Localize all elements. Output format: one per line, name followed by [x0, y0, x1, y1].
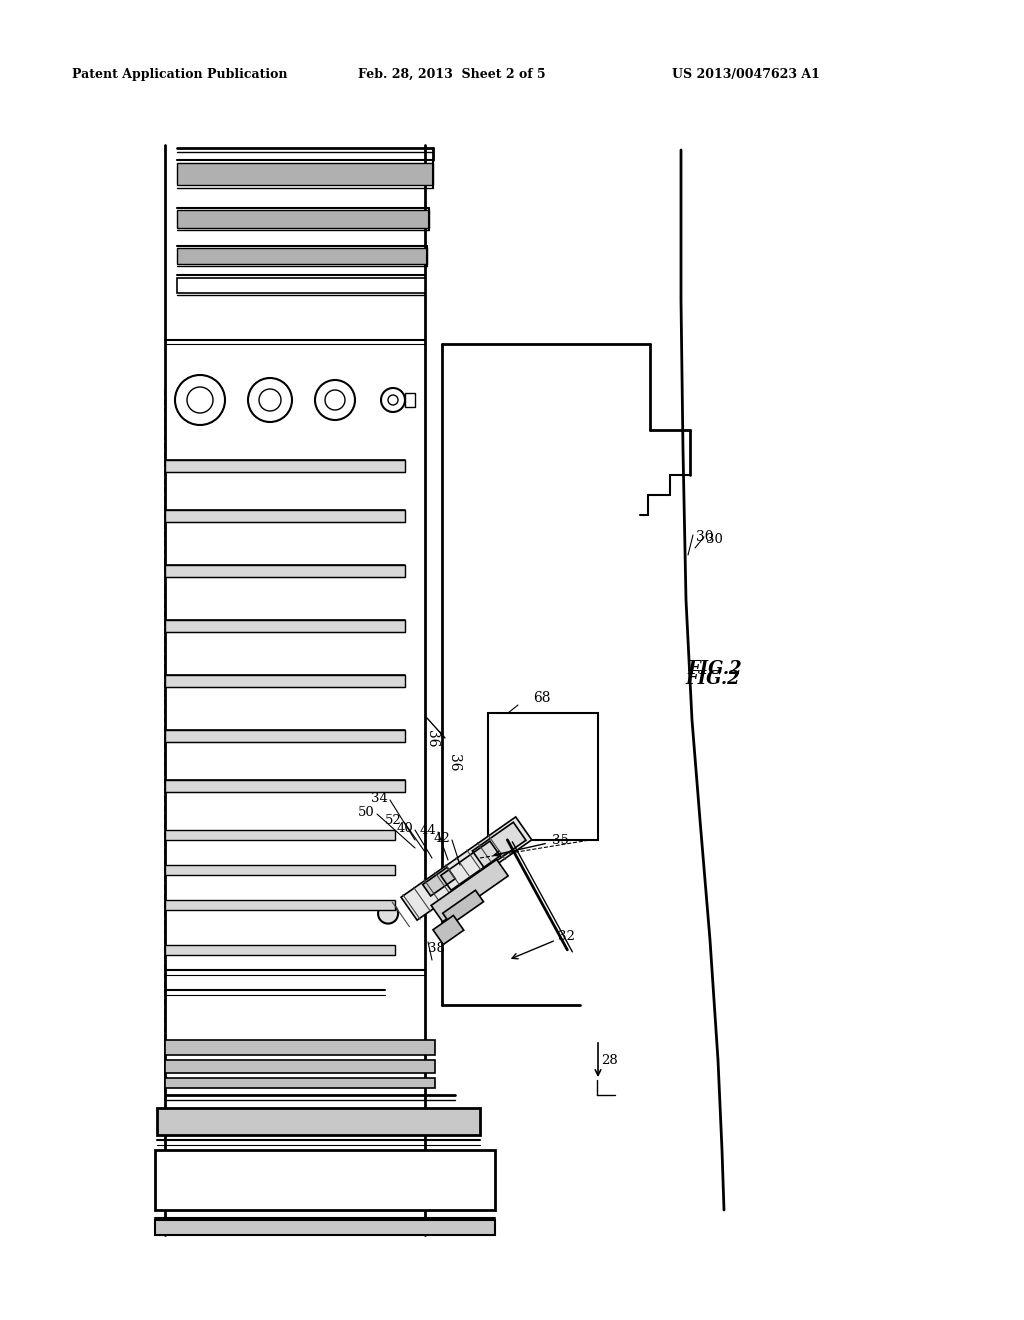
Polygon shape	[165, 620, 406, 632]
Text: 32: 32	[558, 929, 574, 942]
Text: 30: 30	[696, 531, 714, 544]
Polygon shape	[165, 1060, 435, 1073]
Polygon shape	[165, 730, 406, 742]
Polygon shape	[165, 459, 406, 473]
Circle shape	[378, 904, 398, 924]
Circle shape	[315, 380, 355, 420]
Polygon shape	[165, 945, 395, 954]
Polygon shape	[165, 565, 406, 577]
Polygon shape	[431, 859, 508, 921]
Text: 42: 42	[433, 832, 450, 845]
Text: FIG.2: FIG.2	[685, 671, 739, 688]
Text: 44: 44	[419, 824, 436, 837]
Polygon shape	[472, 822, 526, 869]
Text: 36: 36	[425, 730, 439, 747]
Polygon shape	[155, 1150, 495, 1210]
Text: 34: 34	[371, 792, 388, 804]
Text: 30: 30	[706, 533, 723, 546]
Polygon shape	[177, 210, 429, 228]
Polygon shape	[401, 817, 531, 920]
Polygon shape	[177, 279, 425, 293]
Polygon shape	[165, 1078, 435, 1088]
Text: 68: 68	[534, 690, 551, 705]
Bar	[488, 713, 598, 840]
Text: 50: 50	[358, 805, 375, 818]
Polygon shape	[157, 1107, 480, 1135]
Polygon shape	[165, 830, 395, 840]
Text: 52: 52	[385, 813, 402, 826]
Polygon shape	[165, 900, 395, 909]
Text: US 2013/0047623 A1: US 2013/0047623 A1	[672, 69, 820, 81]
Circle shape	[175, 375, 225, 425]
Polygon shape	[442, 890, 483, 924]
Text: Feb. 28, 2013  Sheet 2 of 5: Feb. 28, 2013 Sheet 2 of 5	[358, 69, 546, 81]
Polygon shape	[177, 248, 427, 264]
Text: Patent Application Publication: Patent Application Publication	[72, 69, 288, 81]
Text: 36: 36	[447, 754, 461, 771]
Polygon shape	[165, 510, 406, 521]
Polygon shape	[165, 675, 406, 686]
Circle shape	[381, 388, 406, 412]
Polygon shape	[165, 1040, 435, 1055]
Polygon shape	[155, 1220, 495, 1236]
Text: 38: 38	[428, 942, 444, 954]
Text: 40: 40	[396, 821, 413, 834]
Polygon shape	[165, 780, 406, 792]
Bar	[406, 393, 415, 407]
Circle shape	[248, 378, 292, 422]
Polygon shape	[165, 865, 395, 875]
Polygon shape	[177, 162, 433, 185]
Text: 35: 35	[552, 833, 569, 846]
Polygon shape	[423, 867, 456, 896]
Text: 28: 28	[601, 1053, 617, 1067]
Polygon shape	[433, 916, 464, 945]
Text: FIG.2: FIG.2	[687, 660, 741, 678]
